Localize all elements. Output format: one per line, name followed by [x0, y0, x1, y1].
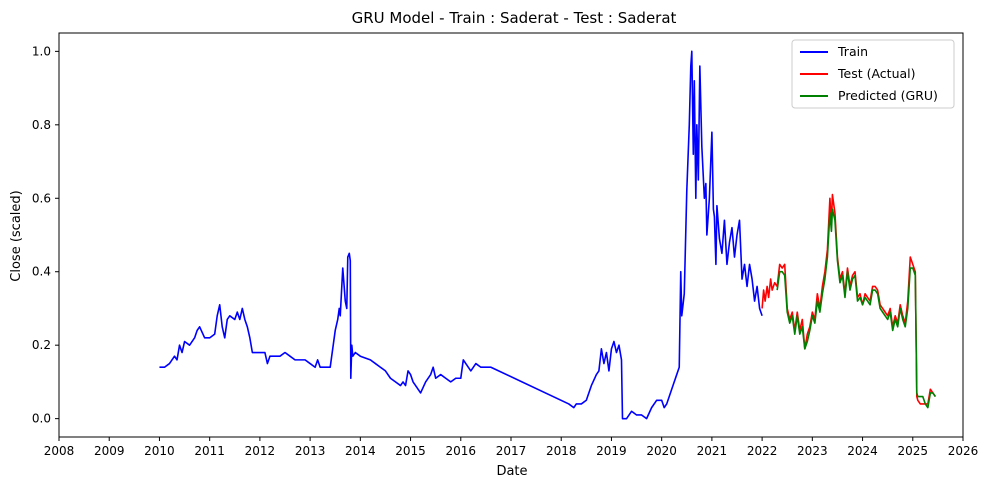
x-tick-label: 2016: [446, 444, 477, 458]
y-axis-label: Close (scaled): [9, 190, 24, 281]
x-axis-ticks: 2008 2009 2010 2011 2012 2013 2014 2015 2016 2017…: [44, 437, 979, 458]
x-tick-label: 2009: [94, 444, 125, 458]
x-tick-label: 2026: [948, 444, 979, 458]
x-tick-label: 2011: [194, 444, 225, 458]
legend-label: Test (Actual): [837, 66, 916, 81]
x-tick-label: 2025: [898, 444, 929, 458]
series-line-test-actual: [761, 193, 937, 405]
plot-area-frame: [58, 32, 964, 438]
x-tick-label: 2014: [345, 444, 376, 458]
x-tick-label: 2021: [697, 444, 728, 458]
y-tick-label: 0.8: [32, 118, 51, 132]
legend-label: Train: [837, 44, 868, 59]
x-tick-label: 2013: [295, 444, 326, 458]
x-tick-label: 2024: [847, 444, 878, 458]
series-line-predicted-gru: [776, 208, 937, 409]
legend-box: [791, 39, 955, 109]
y-tick-label: 0.0: [32, 412, 51, 426]
y-tick-label: 0.6: [32, 191, 51, 205]
x-axis-label: Date: [496, 464, 527, 479]
x-tick-label: 2017: [496, 444, 527, 458]
x-tick-label: 2018: [546, 444, 577, 458]
x-tick-label: 2012: [245, 444, 276, 458]
x-tick-label: 2008: [44, 444, 75, 458]
series-line-train: [159, 50, 763, 420]
x-tick-label: 2023: [797, 444, 828, 458]
y-tick-label: 1.0: [32, 44, 51, 58]
x-tick-label: 2022: [747, 444, 778, 458]
legend: Train Test (Actual) Predicted (GRU): [791, 39, 955, 109]
chart-title: GRU Model - Train : Saderat - Test : Sad…: [352, 9, 677, 27]
y-axis-ticks: 0.0 0.2 0.4 0.6 0.8 1.0: [32, 44, 59, 426]
x-tick-label: 2020: [646, 444, 677, 458]
legend-label: Predicted (GRU): [838, 88, 938, 103]
x-tick-label: 2010: [144, 444, 175, 458]
series-layer: [159, 50, 937, 420]
y-tick-label: 0.4: [32, 265, 51, 279]
y-tick-label: 0.2: [32, 338, 51, 352]
x-tick-label: 2019: [596, 444, 627, 458]
x-tick-label: 2015: [395, 444, 426, 458]
